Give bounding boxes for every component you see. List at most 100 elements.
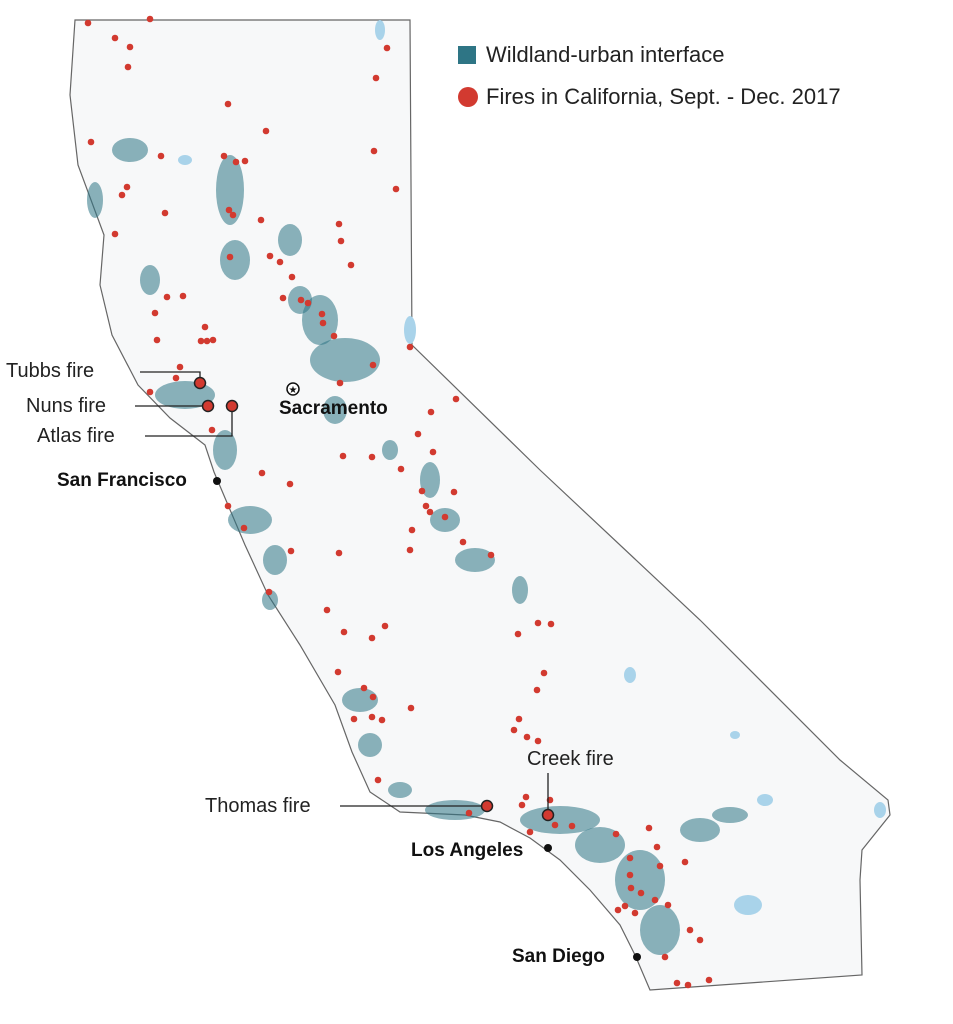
wui-area bbox=[512, 576, 528, 604]
legend-fires-label: Fires in California, Sept. - Dec. 2017 bbox=[486, 84, 841, 109]
wui-area bbox=[278, 224, 302, 256]
fire-point bbox=[118, 191, 126, 199]
fire-point bbox=[241, 157, 249, 165]
fire-point bbox=[621, 902, 629, 910]
lake bbox=[734, 895, 762, 915]
wui-area bbox=[310, 338, 380, 382]
wui-area bbox=[302, 295, 338, 345]
fire-point bbox=[126, 43, 134, 51]
fire-point bbox=[381, 622, 389, 630]
fire-point bbox=[201, 323, 209, 331]
fire-point bbox=[627, 884, 635, 892]
fire-point bbox=[459, 538, 467, 546]
fire-point bbox=[427, 408, 435, 416]
wui-area bbox=[382, 440, 398, 460]
fire-point bbox=[224, 502, 232, 510]
fire-point bbox=[487, 551, 495, 559]
fire-point bbox=[547, 620, 555, 628]
wui-area bbox=[140, 265, 160, 295]
city-markers: ★ bbox=[213, 382, 641, 961]
sacramento-capital-icon bbox=[286, 382, 300, 396]
fire-point bbox=[651, 896, 659, 904]
fire-point bbox=[378, 716, 386, 724]
fire-point bbox=[258, 469, 266, 477]
fire-point bbox=[681, 858, 689, 866]
fire-point bbox=[265, 588, 273, 596]
fire-point bbox=[276, 258, 284, 266]
fire-point bbox=[369, 361, 377, 369]
fire-points bbox=[84, 15, 713, 989]
fire-point bbox=[266, 252, 274, 260]
fire-point bbox=[146, 388, 154, 396]
fire-point bbox=[350, 715, 358, 723]
fire-point bbox=[465, 809, 473, 817]
fire-point bbox=[279, 294, 287, 302]
fire-point bbox=[534, 737, 542, 745]
fire-point bbox=[286, 480, 294, 488]
fire-point bbox=[369, 693, 377, 701]
lake bbox=[178, 155, 192, 165]
fire-point bbox=[705, 976, 713, 984]
san-francisco-label: San Francisco bbox=[57, 470, 187, 491]
nuns-fire-label: Nuns fire bbox=[26, 395, 107, 417]
fire-point bbox=[684, 981, 692, 989]
fire-point bbox=[124, 63, 132, 71]
fire-point bbox=[614, 906, 622, 914]
fire-point bbox=[368, 453, 376, 461]
san-diego-marker bbox=[633, 953, 641, 961]
fire-point bbox=[208, 426, 216, 434]
wui-area bbox=[87, 182, 103, 218]
fire-point bbox=[418, 487, 426, 495]
fire-point bbox=[203, 337, 211, 345]
fire-point bbox=[87, 138, 95, 146]
lakes bbox=[178, 20, 886, 915]
fire-point bbox=[522, 793, 530, 801]
fire-point bbox=[209, 336, 217, 344]
fire-point bbox=[510, 726, 518, 734]
creek-fire-marker bbox=[541, 808, 555, 822]
fire-point bbox=[626, 871, 634, 879]
legend-item-fires: Fires in California, Sept. - Dec. 2017 bbox=[458, 76, 841, 118]
wui-area bbox=[216, 155, 244, 225]
fire-point bbox=[297, 296, 305, 304]
fire-point bbox=[220, 152, 228, 160]
fire-point bbox=[673, 979, 681, 987]
fire-point bbox=[661, 953, 669, 961]
fire-point bbox=[146, 15, 154, 23]
creek-fire-label: Creek fire bbox=[527, 748, 614, 770]
fire-point bbox=[368, 713, 376, 721]
fire-point bbox=[240, 524, 248, 532]
fire-point bbox=[422, 502, 430, 510]
thomas-fire-label: Thomas fire bbox=[205, 795, 311, 817]
fire-point bbox=[323, 606, 331, 614]
fire-point bbox=[407, 704, 415, 712]
fire-dot-icon bbox=[458, 87, 478, 107]
fire-point bbox=[514, 630, 522, 638]
san-francisco-marker bbox=[213, 477, 221, 485]
wui-area bbox=[262, 590, 278, 610]
fire-point bbox=[336, 379, 344, 387]
fire-point bbox=[330, 332, 338, 340]
fire-point bbox=[287, 547, 295, 555]
fire-point bbox=[397, 465, 405, 473]
fire-point bbox=[441, 513, 449, 521]
fire-point bbox=[370, 147, 378, 155]
tubbs-fire-label: Tubbs fire bbox=[6, 360, 95, 382]
wui-area bbox=[263, 545, 287, 575]
fire-point bbox=[414, 430, 422, 438]
wui-area bbox=[358, 733, 382, 757]
fire-point bbox=[161, 209, 169, 217]
fire-point bbox=[157, 152, 165, 160]
fire-point bbox=[232, 158, 240, 166]
fire-point bbox=[653, 843, 661, 851]
fire-point bbox=[533, 686, 541, 694]
fire-point bbox=[568, 822, 576, 830]
fire-point bbox=[645, 824, 653, 832]
fire-point bbox=[374, 776, 382, 784]
wui-area bbox=[455, 548, 495, 572]
fire-point bbox=[172, 374, 180, 382]
fire-point bbox=[406, 343, 414, 351]
fire-point bbox=[337, 237, 345, 245]
fire-point bbox=[84, 19, 92, 27]
